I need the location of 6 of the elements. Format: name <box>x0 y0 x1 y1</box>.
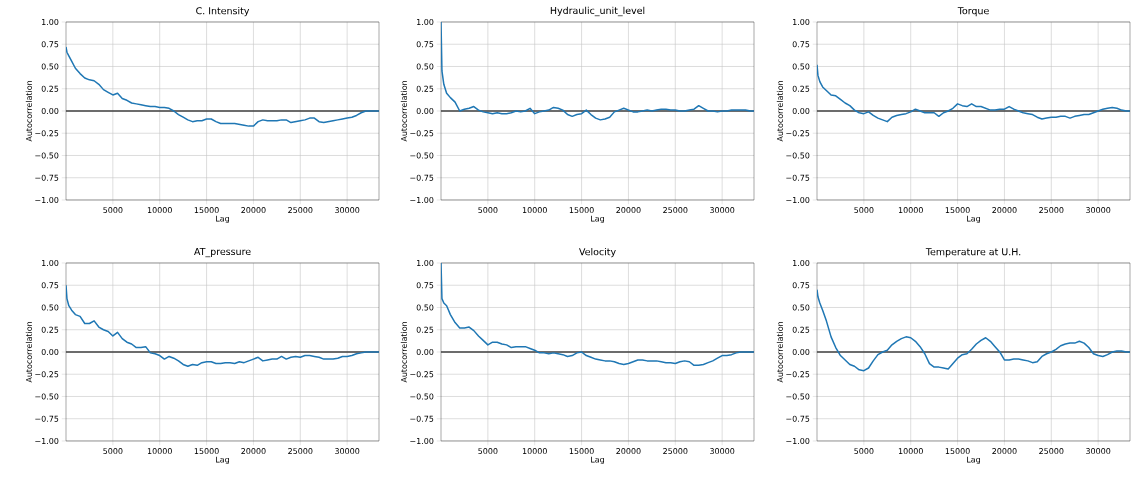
chart-title: AT_pressure <box>194 248 251 258</box>
chart-title: Torque <box>957 7 989 17</box>
chart-title: Velocity <box>579 248 616 258</box>
chart-title: Temperature at U.H. <box>925 248 1021 258</box>
chart-title: C. Intensity <box>196 7 250 17</box>
chart-title: Hydraulic_unit_level <box>550 6 645 17</box>
